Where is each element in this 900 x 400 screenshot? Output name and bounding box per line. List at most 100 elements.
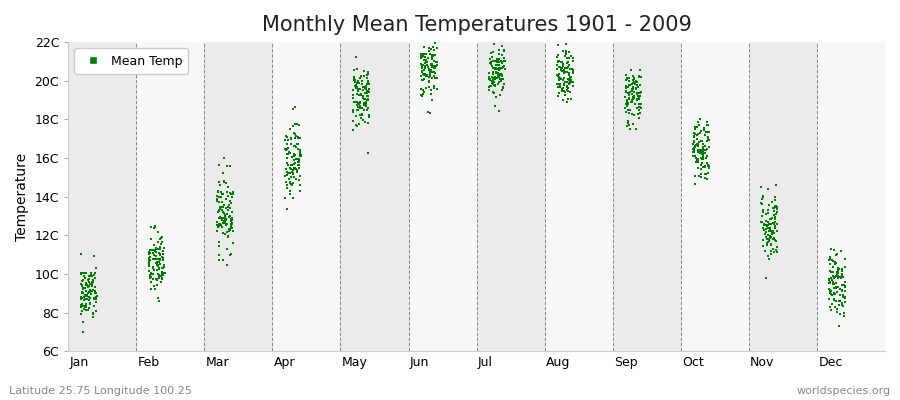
Point <box>82 297 96 304</box>
Point <box>489 70 503 77</box>
Point <box>834 300 849 307</box>
Point <box>621 120 635 126</box>
Point <box>838 288 852 294</box>
Point <box>687 145 701 152</box>
Point <box>689 158 704 165</box>
Point <box>278 137 293 143</box>
Point <box>215 207 230 214</box>
Point <box>213 204 228 210</box>
Point <box>284 182 299 188</box>
Point <box>559 69 573 75</box>
Point <box>634 93 648 100</box>
Point <box>280 171 294 178</box>
Point <box>767 212 781 218</box>
Point <box>360 90 374 96</box>
Point <box>758 248 772 254</box>
Point <box>482 84 497 90</box>
Point <box>423 69 437 75</box>
Point <box>626 121 640 128</box>
Point <box>495 65 509 72</box>
Point <box>490 59 504 65</box>
Point <box>829 272 843 279</box>
Point <box>485 65 500 72</box>
Point <box>491 79 506 86</box>
Point <box>688 143 702 149</box>
Point <box>488 58 502 64</box>
Point <box>495 76 509 82</box>
Point <box>550 71 564 78</box>
Point <box>84 287 98 293</box>
Point <box>633 110 647 117</box>
Point <box>288 143 302 149</box>
Point <box>766 228 780 234</box>
Point <box>88 308 103 314</box>
Point <box>557 75 572 82</box>
Point <box>358 101 373 108</box>
Point <box>694 166 708 172</box>
Point <box>212 238 226 245</box>
Point <box>425 54 439 60</box>
Point <box>824 287 838 294</box>
Point <box>427 65 441 71</box>
Point <box>420 64 435 70</box>
Point <box>220 206 235 213</box>
Point <box>690 158 705 165</box>
Point <box>221 232 236 239</box>
Point <box>212 223 226 229</box>
Point <box>150 261 165 268</box>
Point <box>349 84 364 90</box>
Point <box>687 132 701 139</box>
Point <box>158 264 172 270</box>
Point <box>632 101 646 108</box>
Point <box>155 239 169 245</box>
Point <box>83 288 97 295</box>
Point <box>415 69 429 76</box>
Point <box>700 138 715 144</box>
Bar <box>340 42 409 351</box>
Point <box>225 215 239 221</box>
Point <box>353 104 367 111</box>
Point <box>79 288 94 294</box>
Point <box>491 66 505 72</box>
Point <box>428 75 442 81</box>
Point <box>289 143 303 150</box>
Point <box>694 128 708 134</box>
Point <box>361 120 375 126</box>
Point <box>759 274 773 281</box>
Point <box>84 272 98 278</box>
Point <box>354 85 368 92</box>
Point <box>424 91 438 97</box>
Point <box>767 205 781 211</box>
Point <box>283 165 297 171</box>
Point <box>84 271 98 277</box>
Point <box>217 210 231 216</box>
Point <box>630 91 644 98</box>
Point <box>619 89 634 96</box>
Point <box>770 221 784 227</box>
Point <box>697 141 711 147</box>
Point <box>489 69 503 75</box>
Point <box>823 290 837 296</box>
Point <box>419 62 434 68</box>
Point <box>694 149 708 156</box>
Point <box>152 246 166 252</box>
Point <box>76 301 90 308</box>
Point <box>824 256 838 262</box>
Point <box>486 82 500 88</box>
Point <box>348 82 363 89</box>
Point <box>80 307 94 313</box>
Point <box>142 251 157 257</box>
Point <box>835 303 850 309</box>
Point <box>416 53 430 59</box>
Point <box>142 257 157 263</box>
Point <box>292 162 307 168</box>
Point <box>78 296 93 302</box>
Point <box>78 304 93 310</box>
Point <box>491 30 506 37</box>
Point <box>76 270 90 277</box>
Point <box>279 168 293 175</box>
Point <box>210 198 224 204</box>
Point <box>761 256 776 262</box>
Point <box>86 277 100 284</box>
Point <box>485 80 500 86</box>
